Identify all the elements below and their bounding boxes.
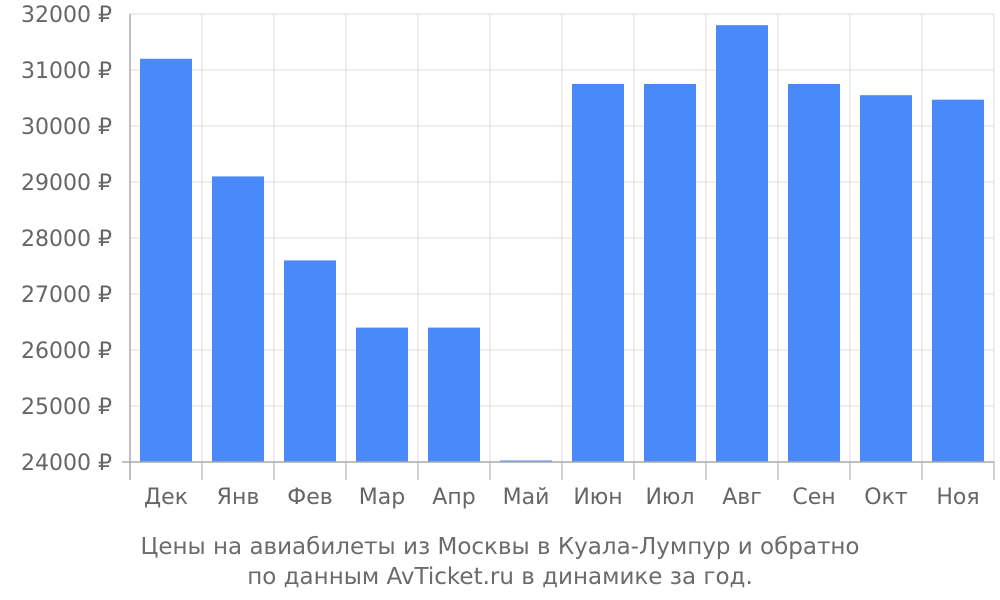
x-tick-label: Май [503,485,550,510]
y-tick-label: 25000 ₽ [21,395,112,420]
x-tick-label: Авг [722,485,762,510]
bar [428,327,480,462]
y-tick-label: 27000 ₽ [21,283,112,308]
bar [572,84,624,462]
bar [284,260,336,462]
x-tick-label: Окт [864,485,908,510]
y-tick-label: 26000 ₽ [21,339,112,364]
y-tick-label: 29000 ₽ [21,171,112,196]
x-tick-label: Июл [645,485,694,510]
bar [788,84,840,462]
bar [356,327,408,462]
bar [860,95,912,462]
x-tick-label: Мар [359,485,405,510]
y-tick-label: 31000 ₽ [21,59,112,84]
x-tick-label: Ноя [936,485,979,510]
x-tick-label: Сен [792,485,835,510]
chart-caption-line-2: по данным AvTicket.ru в динамике за год. [247,564,753,590]
y-tick-label: 24000 ₽ [21,451,112,476]
y-tick-label: 30000 ₽ [21,115,112,140]
y-tick-label: 28000 ₽ [21,227,112,252]
bar [644,84,696,462]
bar [716,25,768,462]
x-tick-label: Дек [144,485,188,510]
chart-caption-line-1: Цены на авиабилеты из Москвы в Куала-Лум… [140,534,860,560]
bar [140,58,192,463]
x-tick-label: Янв [217,485,260,510]
x-tick-label: Фев [287,485,332,510]
bar [932,99,984,463]
x-tick-label: Апр [432,485,475,510]
bar [212,176,264,462]
x-tick-label: Июн [573,485,622,510]
y-tick-label: 32000 ₽ [21,3,112,28]
